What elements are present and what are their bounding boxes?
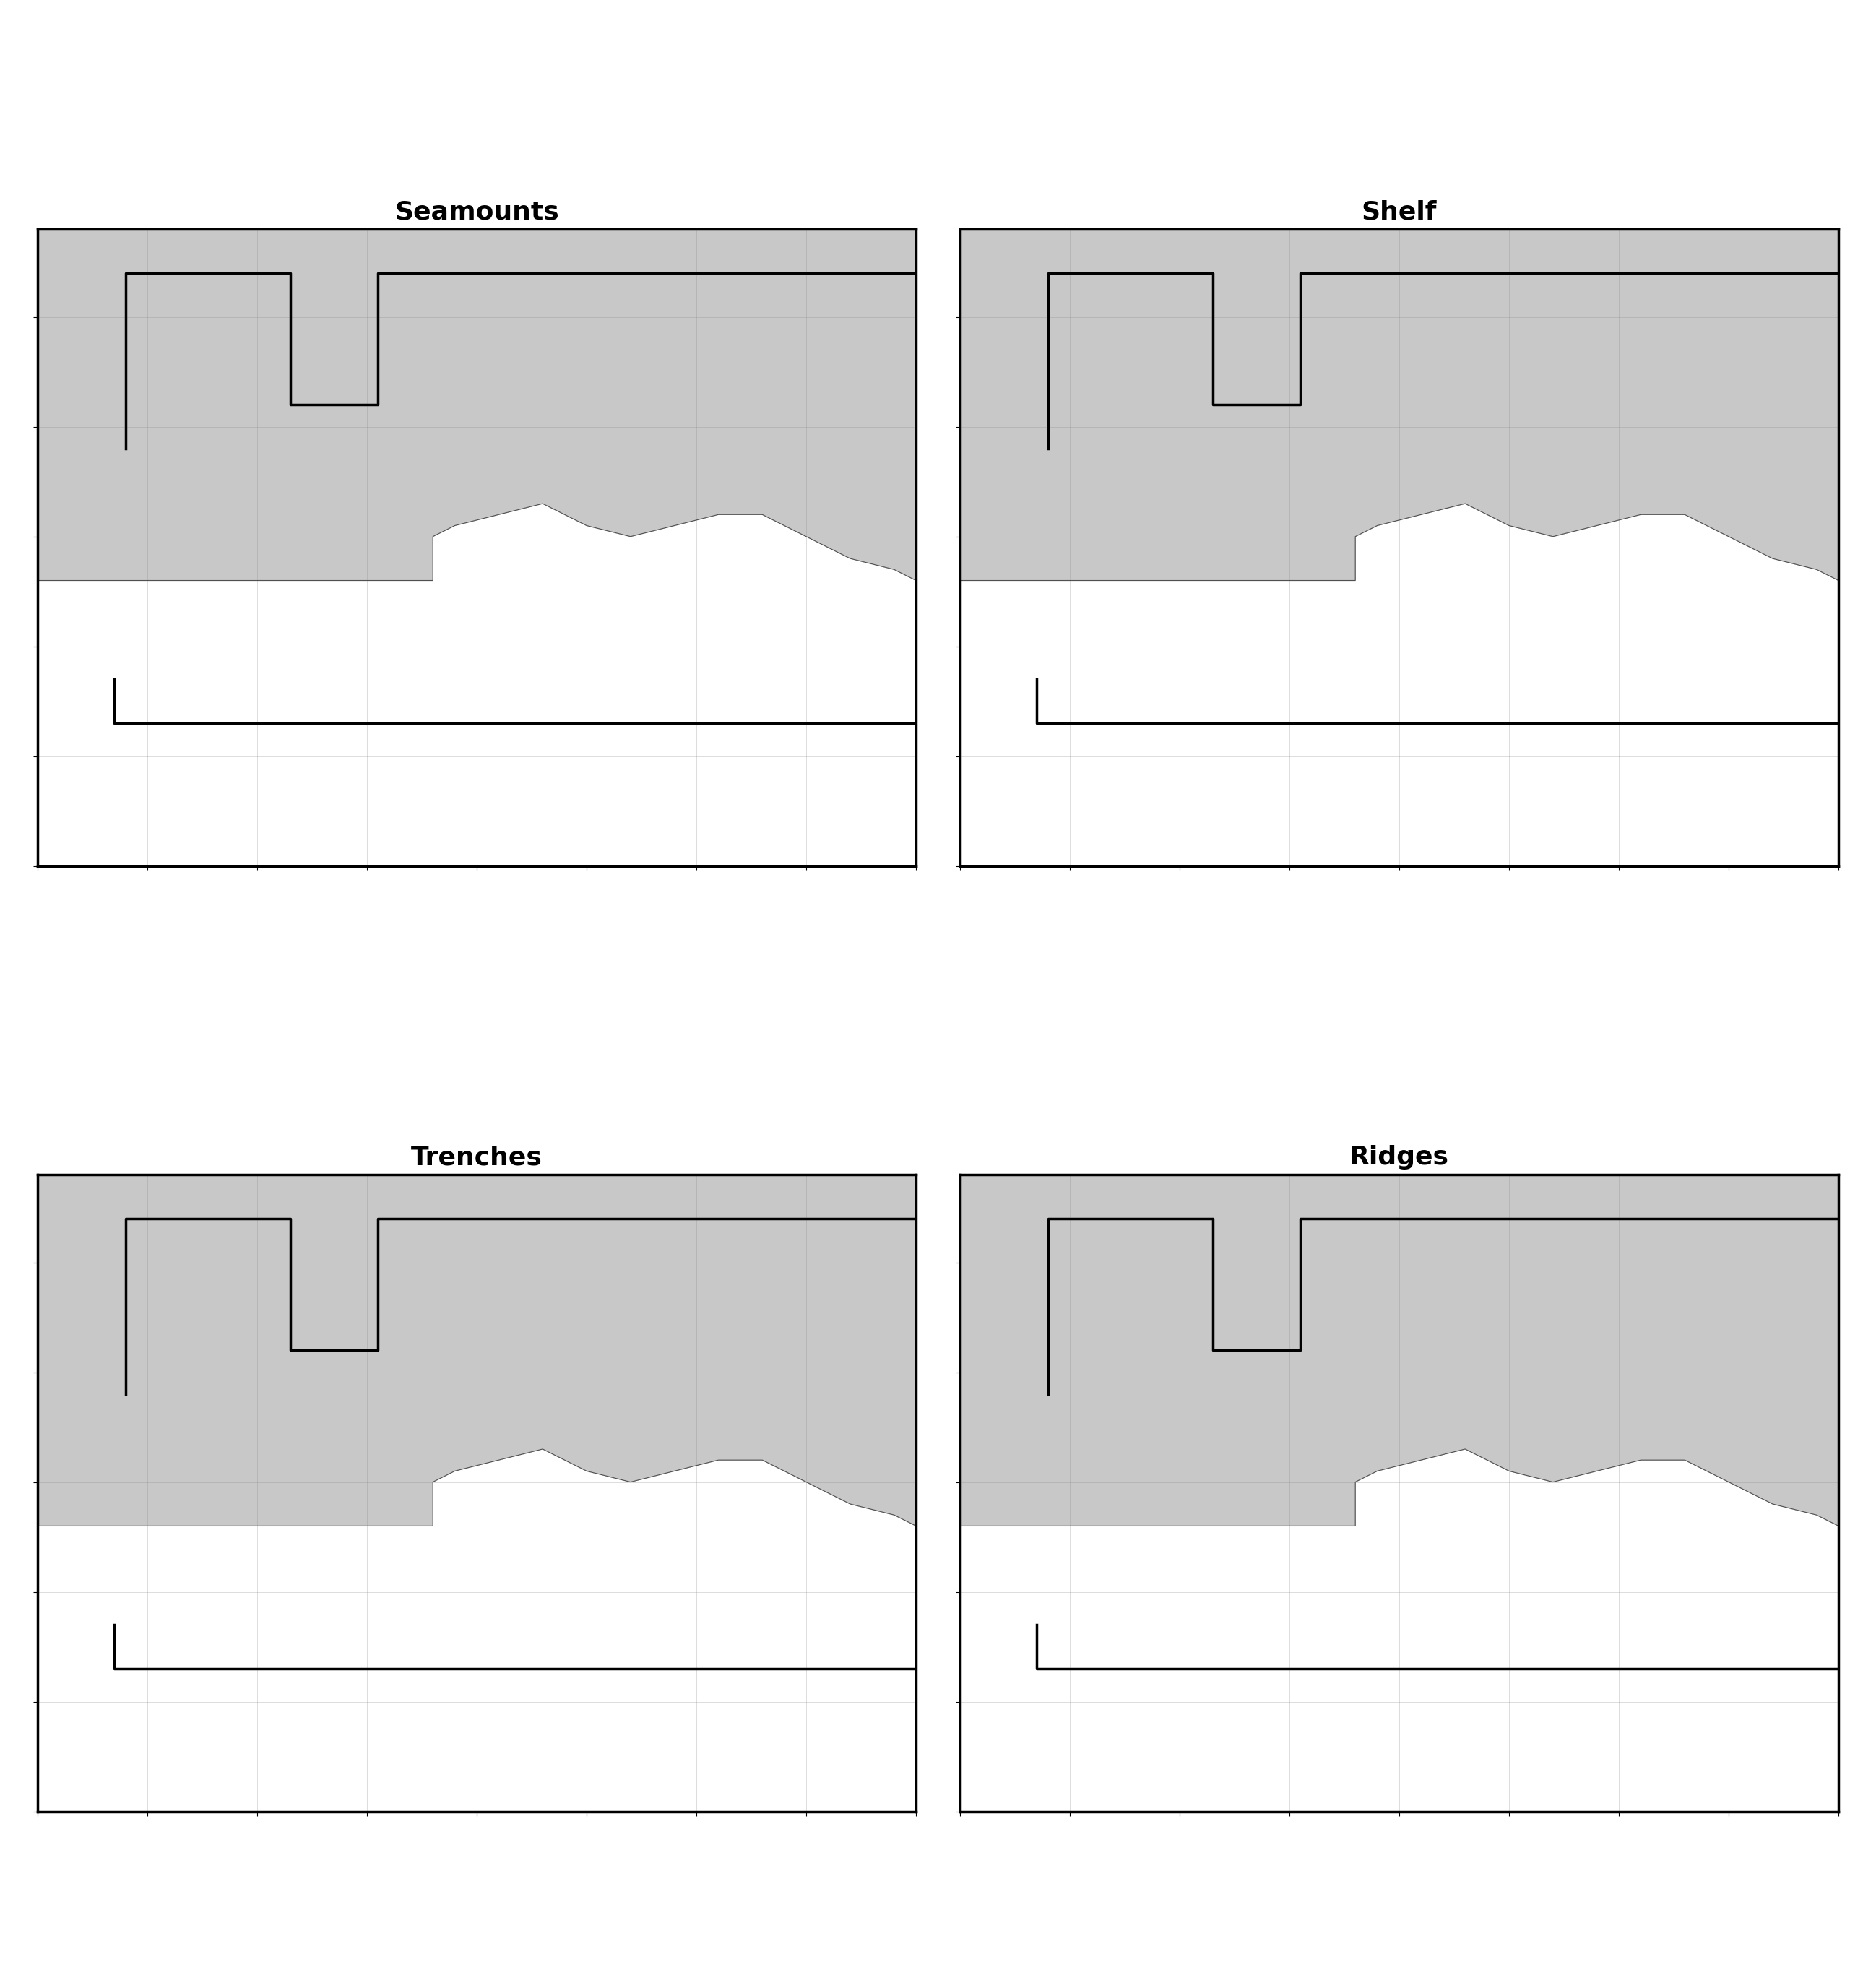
Title: Shelf: Shelf (1362, 200, 1437, 224)
Polygon shape (38, 1175, 915, 1526)
Title: Ridges: Ridges (1349, 1146, 1448, 1169)
Polygon shape (961, 1175, 1838, 1526)
Polygon shape (961, 230, 1838, 581)
Title: Trenches: Trenches (411, 1146, 542, 1169)
Title: Seamounts: Seamounts (394, 200, 559, 224)
Polygon shape (38, 230, 915, 581)
